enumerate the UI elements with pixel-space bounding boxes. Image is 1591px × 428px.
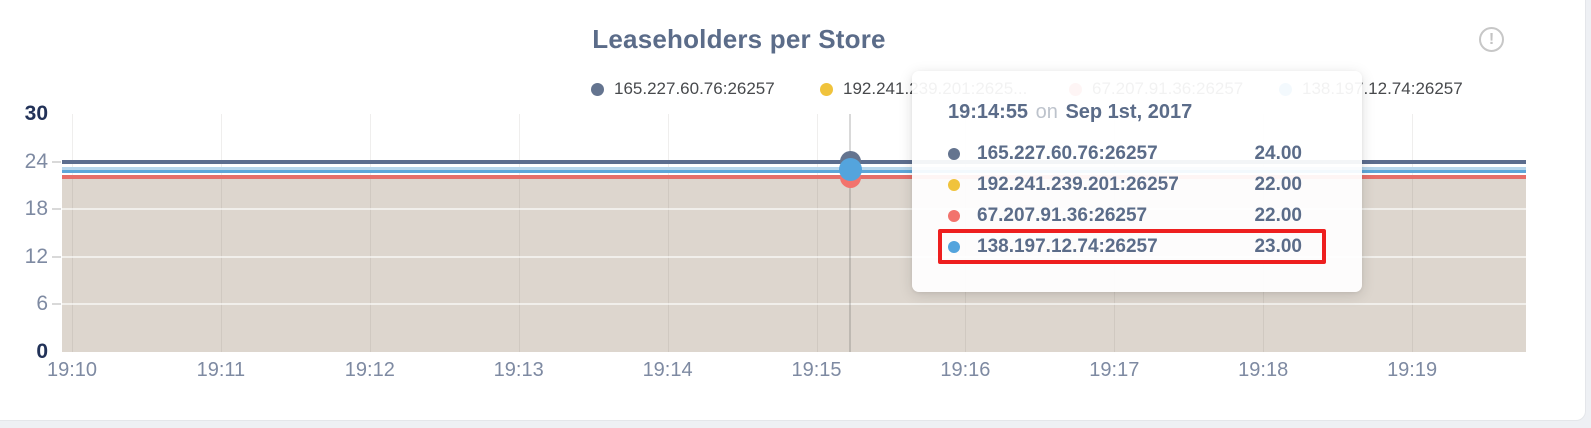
x-axis-label: 19:16 [940, 359, 991, 381]
y-axis-label: 30 [24, 102, 48, 125]
y-axis-label: 24 [24, 149, 48, 173]
tooltip-series-value: 22.00 [1254, 204, 1302, 226]
series-line [62, 166, 1526, 173]
x-axis-label: 19:18 [1238, 359, 1289, 381]
exclamation-glyph: ! [1488, 30, 1495, 48]
y-axis-tick [52, 208, 61, 211]
tooltip-row: 165.227.60.76:26257 24.00 [948, 138, 1302, 169]
tooltip-row: 67.207.91.36:26257 22.00 [948, 200, 1302, 231]
vertical-gridline [816, 114, 818, 352]
tooltip-time: 19:14:55 [948, 101, 1029, 123]
tooltip-series-dot [948, 209, 960, 222]
x-axis-label: 19:13 [493, 359, 544, 381]
tooltip-row: 192.241.239.201:26257 22.00 [948, 169, 1302, 200]
y-axis-label: 12 [24, 244, 48, 268]
horizontal-gridline [62, 303, 1532, 306]
hover-point [838, 158, 862, 182]
tooltip-header: 19:14:55 on Sep 1st, 2017 [948, 101, 1302, 124]
legend-series-dot [820, 82, 833, 96]
y-axis-tick [52, 303, 61, 306]
vertical-gridline [667, 114, 669, 352]
y-axis-label: 6 [36, 292, 48, 316]
tooltip-series-dot [948, 178, 960, 191]
series-line [62, 159, 1526, 164]
x-axis-label: 19:12 [344, 359, 395, 381]
tooltip-row: 138.197.12.74:26257 23.00 [938, 229, 1326, 264]
tooltip-series-label: 192.241.239.201:26257 [977, 173, 1179, 195]
tooltip-series-dot [948, 147, 960, 160]
x-axis-label: 19:14 [642, 359, 693, 381]
tooltip-date: Sep 1st, 2017 [1065, 101, 1193, 123]
legend-item[interactable]: 165.227.60.76:26257 [591, 79, 775, 99]
y-axis-label: 18 [24, 197, 48, 221]
x-axis-label: 19:17 [1089, 359, 1140, 381]
y-axis-tick [52, 160, 61, 163]
tooltip-connector: on [1035, 101, 1058, 123]
vertical-gridline [220, 114, 222, 352]
horizontal-gridline [62, 255, 1532, 258]
tooltip-rows: 165.227.60.76:26257 24.00 192.241.239.201:… [938, 138, 1326, 264]
tooltip-series-label: 165.227.60.76:26257 [977, 142, 1158, 164]
horizontal-gridline [62, 208, 1532, 211]
vertical-gridline [369, 114, 371, 352]
vertical-gridline [1412, 114, 1414, 352]
hover-tooltip: 19:14:55 on Sep 1st, 2017 165.227.60.76:… [912, 71, 1362, 292]
hover-guideline [849, 114, 851, 352]
y-axis-label: 0 [36, 340, 48, 363]
tooltip-series-dot [948, 240, 960, 253]
y-axis-tick [52, 255, 61, 258]
legend-series-label: 165.227.60.76:26257 [614, 79, 775, 98]
series-line [62, 175, 1526, 180]
x-axis-label: 19:10 [46, 359, 98, 381]
tooltip-series-value: 22.00 [1254, 173, 1302, 195]
tooltip-series-value: 24.00 [1254, 142, 1302, 164]
legend-series-dot [591, 82, 604, 96]
vertical-gridline [72, 114, 73, 352]
tooltip-series-value: 23.00 [1254, 235, 1302, 257]
tooltip-series-label: 67.207.91.36:26257 [977, 204, 1148, 226]
chart-title: Leaseholders per Store [592, 24, 886, 54]
vertical-gridline [518, 114, 520, 352]
x-axis-label: 19:19 [1387, 359, 1438, 381]
x-axis-label: 19:11 [196, 359, 246, 381]
info-icon[interactable]: ! [1479, 27, 1504, 52]
x-axis-label: 19:15 [791, 359, 842, 381]
tooltip-series-label: 138.197.12.74:26257 [977, 235, 1158, 257]
